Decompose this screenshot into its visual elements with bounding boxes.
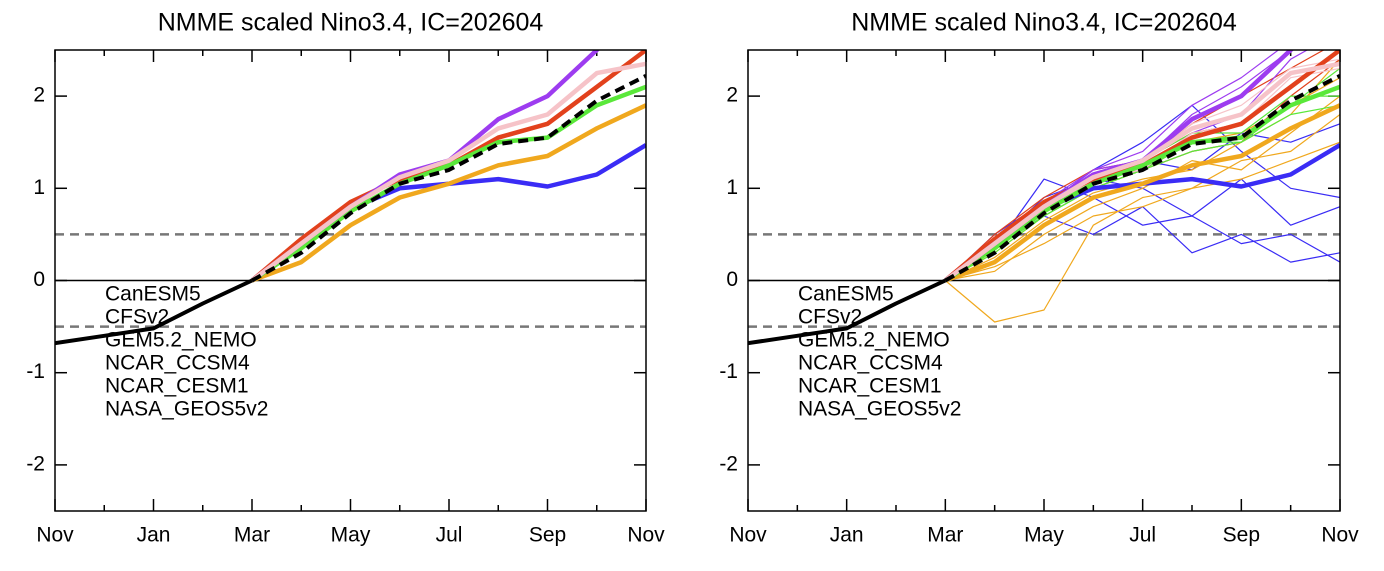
series-line: [944, 103, 1340, 283]
x-tick-label: Jan: [830, 524, 864, 547]
series-line: [250, 84, 646, 283]
x-tick-label: Nov: [627, 524, 665, 547]
y-tick-label: -1: [719, 360, 738, 383]
legend-label: CanESM5: [105, 283, 201, 306]
legend-label: NCAR_CESM1: [105, 375, 249, 398]
x-tick-label: Jan: [137, 524, 171, 547]
legend-label: CanESM5: [798, 283, 894, 306]
legend-label: GEM5.2_NEMO: [105, 329, 257, 352]
y-tick-label: -2: [26, 452, 45, 475]
x-tick-label: Nov: [36, 524, 74, 547]
observed-line: [55, 278, 253, 346]
mean-line: [944, 74, 1340, 283]
x-tick-label: May: [1024, 524, 1064, 547]
series-line: [944, 84, 1340, 283]
legend-label: NASA_GEOS5v2: [105, 398, 268, 421]
legend-label: CFSv2: [105, 306, 169, 329]
x-tick-label: Sep: [529, 524, 566, 547]
chart-title: NMME scaled Nino3.4, IC=202604: [851, 9, 1237, 37]
plot-frame: [54, 49, 647, 512]
x-tick-label: Mar: [234, 524, 270, 547]
y-tick-label: 0: [726, 268, 738, 291]
y-tick-label: -2: [719, 452, 738, 475]
y-tick-label: 2: [726, 84, 738, 107]
chart-title: NMME scaled Nino3.4, IC=202604: [158, 9, 544, 37]
x-tick-label: Sep: [1223, 524, 1260, 547]
x-tick-label: Jul: [436, 524, 463, 547]
series-line: [943, 61, 1340, 283]
plot-area: [55, 50, 646, 346]
plot-area: [748, 50, 1340, 346]
x-tick-label: Jul: [1129, 524, 1156, 547]
x-tick-label: Nov: [1321, 524, 1359, 547]
y-tick-label: 0: [33, 268, 45, 291]
legend-label: NCAR_CCSM4: [105, 352, 250, 375]
x-tick-label: Nov: [729, 524, 767, 547]
legend-label: CFSv2: [798, 306, 862, 329]
legend-label: NCAR_CESM1: [798, 375, 942, 398]
legend-label: NASA_GEOS5v2: [798, 398, 961, 421]
series-line: [250, 61, 646, 283]
mean-line: [251, 74, 646, 283]
member-line: [945, 67, 1340, 282]
legend-label: NCAR_CCSM4: [798, 352, 943, 375]
x-tick-label: May: [331, 524, 371, 547]
member-line: [945, 114, 1340, 282]
member-line: [944, 67, 1340, 282]
y-tick-label: 2: [33, 84, 45, 107]
y-tick-label: 1: [726, 176, 738, 199]
legend-label: GEM5.2_NEMO: [798, 329, 950, 352]
x-tick-label: Mar: [927, 524, 963, 547]
member-line: [944, 141, 1340, 323]
plot-frame: [747, 49, 1341, 512]
y-tick-label: 1: [33, 176, 45, 199]
observed-line: [748, 278, 947, 346]
y-tick-label: -1: [26, 360, 45, 383]
series-line: [251, 103, 646, 283]
